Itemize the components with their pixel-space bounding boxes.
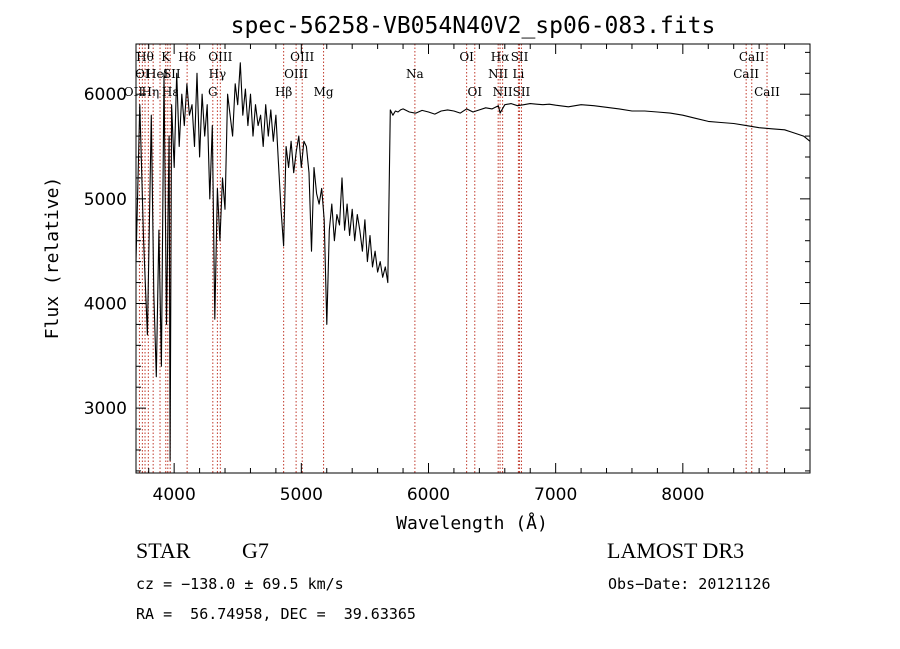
line-label: Hε — [162, 85, 179, 99]
line-label: SII — [513, 85, 531, 99]
line-label: Hα — [491, 50, 510, 64]
line-label: Li — [512, 67, 524, 81]
x-tick-label: 5000 — [280, 485, 323, 505]
line-label: K — [161, 50, 171, 64]
x-tick-label: 6000 — [407, 485, 450, 505]
line-label: Hγ — [209, 67, 227, 81]
x-tick-label: 8000 — [661, 485, 704, 505]
x-axis-ticks — [148, 44, 811, 473]
object-class: STAR — [136, 538, 191, 563]
emission-line-markers — [138, 44, 768, 473]
y-axis-ticks — [136, 51, 810, 472]
chart-title: spec-56258-VB054N40V2_sp06-083.fits — [231, 13, 716, 39]
x-axis-label: Wavelength (Å) — [396, 512, 548, 534]
coordinates: RA = 56.74958, DEC = 39.63365 — [136, 605, 416, 623]
line-label: OIII — [290, 50, 314, 64]
y-tick-label: 3000 — [84, 399, 127, 419]
line-label: NII — [493, 85, 513, 99]
line-label: CaII — [754, 85, 780, 99]
x-tick-label: 4000 — [153, 485, 196, 505]
line-label: NII — [488, 67, 508, 81]
line-label: HeI — [146, 67, 169, 81]
spectrum-line — [135, 62, 811, 461]
y-tick-label: 4000 — [84, 294, 127, 314]
line-label: Na — [406, 67, 424, 81]
line-label: CaII — [739, 50, 765, 64]
line-label: OI — [135, 67, 150, 81]
x-tick-label: 7000 — [534, 485, 577, 505]
spectral-subclass: G7 — [242, 538, 269, 563]
emission-line-labels: OII OI Hθ Hη HeI K SII Hε Hδ G Hγ OIII Hβ OIII OIII Mg N… — [124, 50, 780, 99]
line-label: Hδ — [178, 50, 196, 64]
line-label: CaII — [733, 67, 759, 81]
line-label: Hη — [142, 85, 160, 99]
line-label: Hθ — [136, 50, 154, 64]
line-label: OIII — [284, 67, 308, 81]
line-label: OI — [467, 85, 482, 99]
line-label: SII — [163, 67, 181, 81]
y-axis-label: Flux (relative) — [42, 177, 63, 340]
y-tick-label: 6000 — [84, 85, 127, 105]
line-label: OIII — [208, 50, 232, 64]
line-label: OI — [459, 50, 474, 64]
observation-date: Obs−Date: 20121126 — [608, 575, 771, 593]
y-tick-label: 5000 — [84, 190, 127, 210]
line-label: SII — [511, 50, 529, 64]
line-label: Hβ — [275, 85, 292, 99]
line-label: OII — [124, 85, 144, 99]
line-label: G — [208, 85, 218, 99]
y-axis-tick-labels: 3000 4000 5000 6000 — [84, 85, 127, 419]
redshift-info: cz = −138.0 ± 69.5 km/s — [136, 575, 344, 593]
plot-frame — [135, 43, 811, 474]
x-axis-tick-labels: 4000 5000 6000 7000 8000 — [153, 485, 705, 505]
line-label: Mg — [314, 85, 334, 99]
survey-name: LAMOST DR3 — [607, 538, 745, 563]
